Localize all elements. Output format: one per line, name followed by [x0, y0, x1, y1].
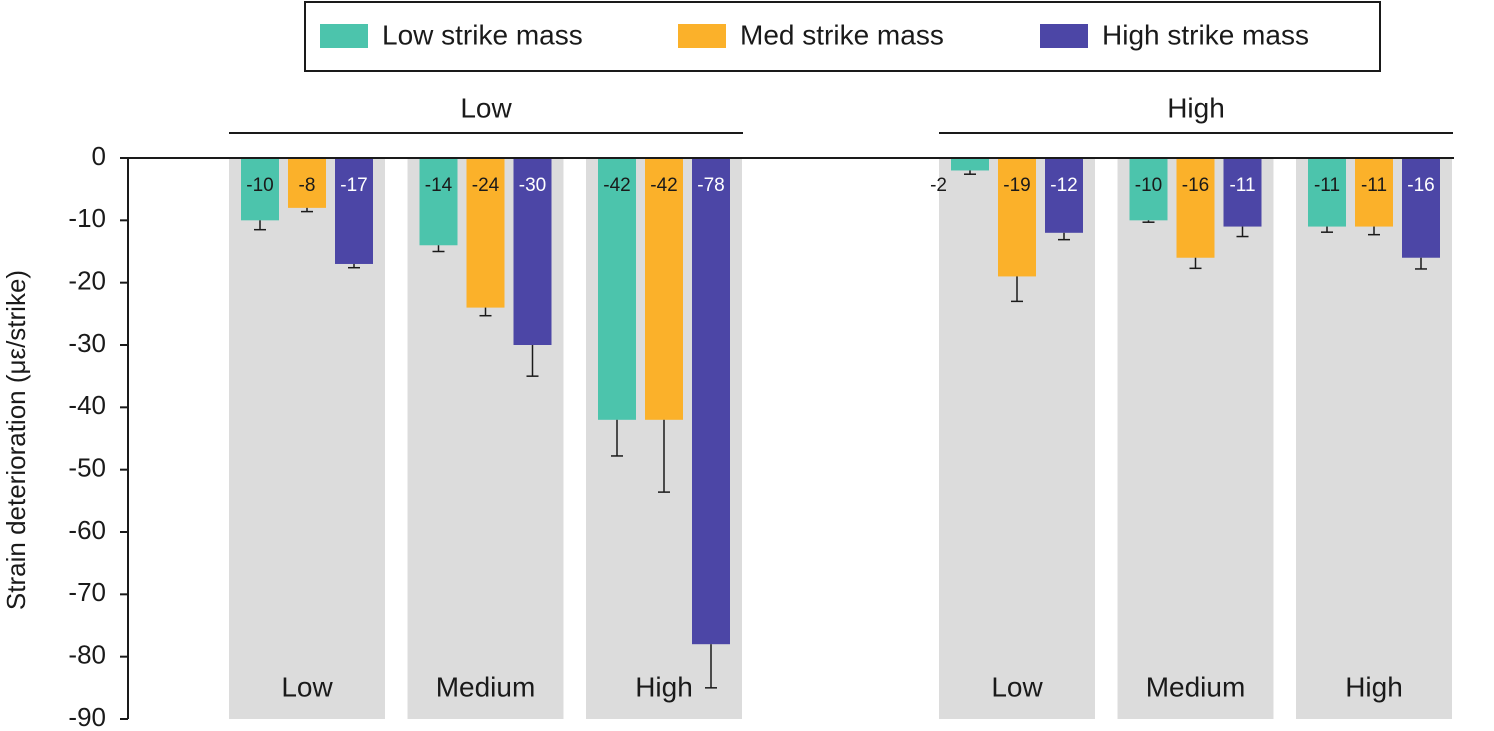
bar	[1176, 158, 1215, 258]
bar	[951, 158, 989, 171]
bar	[1308, 158, 1346, 227]
bar	[335, 158, 373, 264]
bar	[598, 158, 636, 420]
legend-label: High strike mass	[1102, 19, 1309, 50]
bar	[513, 158, 552, 345]
y-tick-label: -40	[68, 390, 106, 420]
value-label: -11	[1314, 175, 1340, 196]
value-label: -30	[519, 175, 546, 196]
bar	[1402, 158, 1440, 258]
x-tick-label: Low	[991, 671, 1043, 702]
x-tick-label: High	[1345, 671, 1403, 702]
legend-swatch	[320, 24, 368, 48]
bar	[1355, 158, 1393, 227]
y-tick-label: -50	[68, 453, 106, 483]
y-tick-label: -60	[68, 515, 106, 545]
y-tick-label: 0	[92, 141, 106, 171]
value-label: -42	[650, 175, 677, 196]
y-tick-label: -10	[68, 203, 106, 233]
x-tick-label: Medium	[436, 671, 536, 702]
bar	[645, 158, 683, 420]
value-label: -17	[340, 175, 367, 196]
legend-label: Low strike mass	[382, 19, 583, 50]
bar	[1045, 158, 1083, 233]
x-tick-label: Low	[281, 671, 333, 702]
bar	[288, 158, 326, 208]
value-label: -24	[472, 175, 500, 196]
value-label: -16	[1407, 175, 1434, 196]
legend-label: Med strike mass	[740, 19, 944, 50]
value-label: -11	[1229, 175, 1255, 196]
y-tick-label: -80	[68, 640, 106, 670]
bar	[1129, 158, 1168, 221]
bar	[241, 158, 279, 221]
bar	[466, 158, 505, 308]
y-tick-label: -70	[68, 577, 106, 607]
y-tick-label: -90	[68, 702, 106, 731]
panel-title: High	[1167, 92, 1225, 123]
y-tick-label: -30	[68, 328, 106, 358]
value-label: -12	[1050, 175, 1077, 196]
x-tick-label: Medium	[1146, 671, 1246, 702]
panel-title: Low	[460, 92, 512, 123]
bar	[998, 158, 1036, 277]
value-label: -10	[1135, 175, 1162, 196]
y-axis-label: Strain deterioration (με/strike)	[1, 270, 31, 610]
bar	[1223, 158, 1262, 227]
value-label: -16	[1182, 175, 1209, 196]
value-label: -10	[246, 175, 273, 196]
y-tick-label: -20	[68, 266, 106, 296]
value-label: -8	[299, 175, 316, 196]
value-label: -14	[425, 175, 453, 196]
value-label: -19	[1003, 175, 1030, 196]
value-label: -42	[603, 175, 630, 196]
value-label: -11	[1361, 175, 1387, 196]
bar	[419, 158, 458, 246]
legend-swatch	[1040, 24, 1088, 48]
value-label: -78	[697, 175, 724, 196]
value-label: -2	[930, 175, 947, 196]
legend-swatch	[678, 24, 726, 48]
bar	[692, 158, 730, 645]
legend-box	[304, 1, 1381, 72]
x-tick-label: High	[635, 671, 693, 702]
